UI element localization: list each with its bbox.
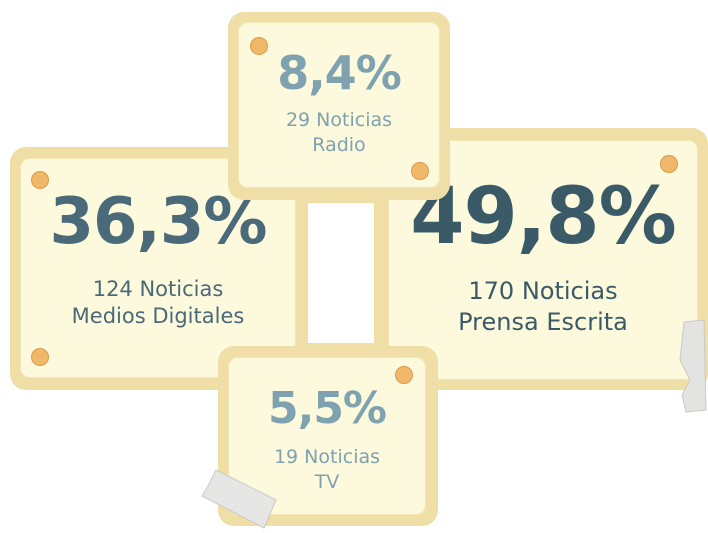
tape bbox=[202, 470, 276, 528]
tape bbox=[680, 320, 706, 412]
page: 36,3% 124 Noticias Medios Digitales 49,8… bbox=[0, 0, 708, 533]
decor bbox=[0, 0, 708, 533]
